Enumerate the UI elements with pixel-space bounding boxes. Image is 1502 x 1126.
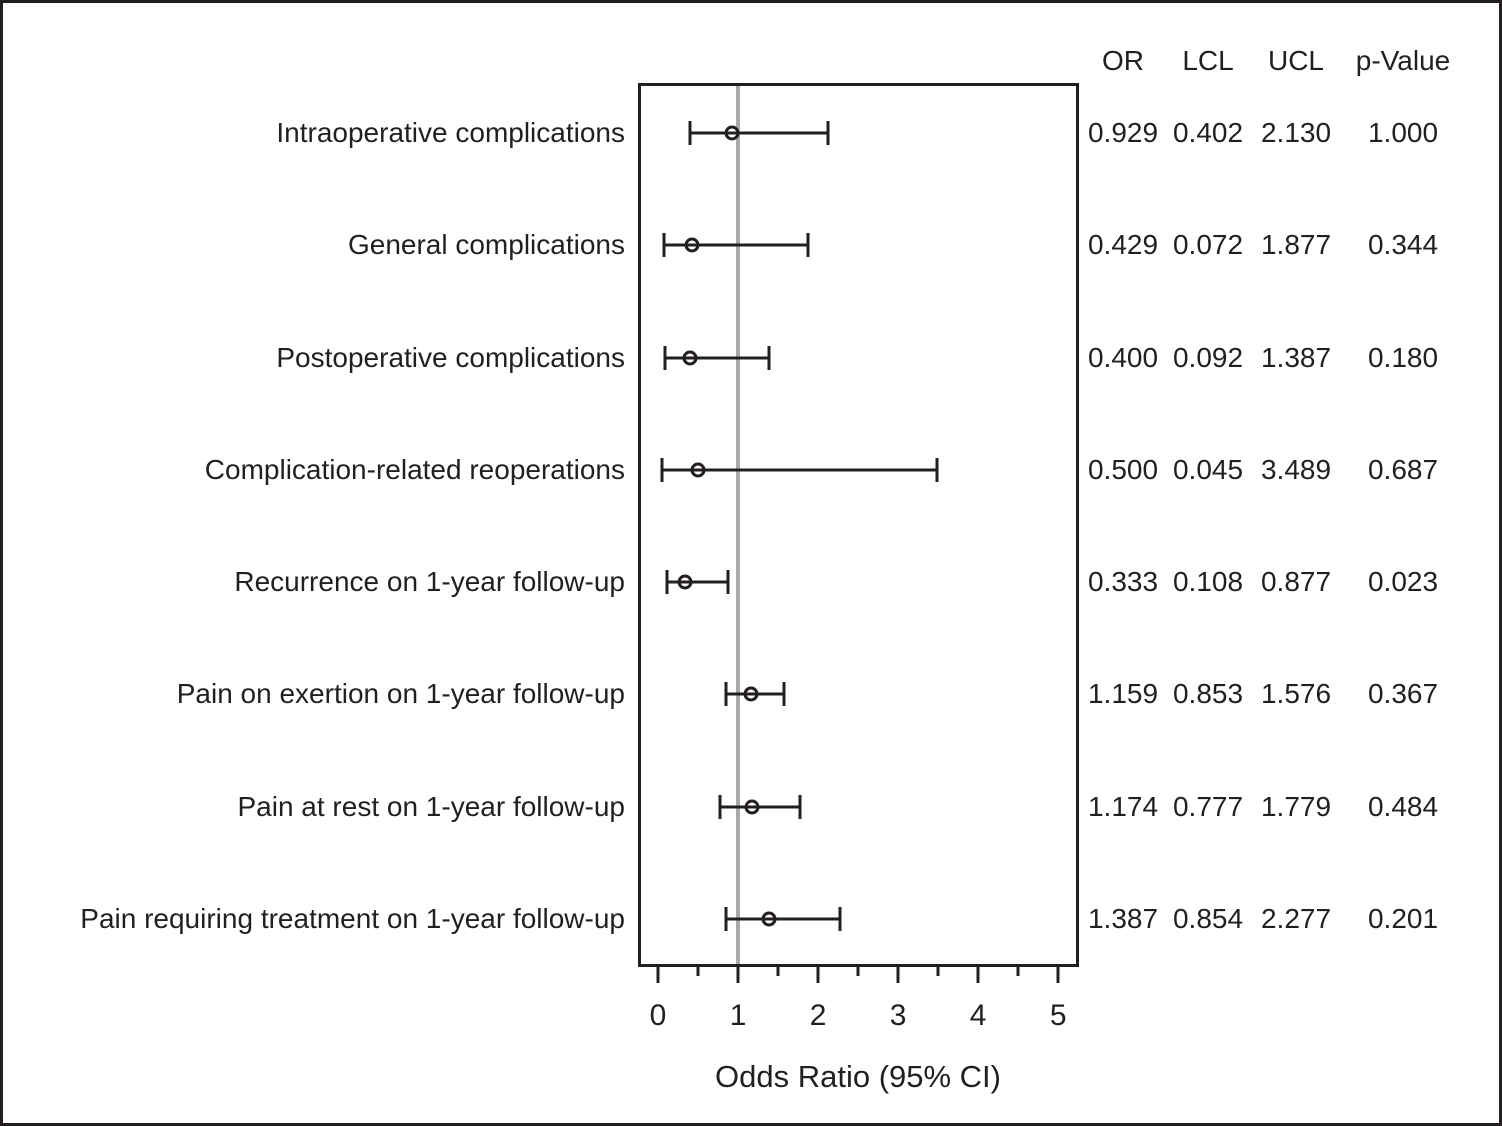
- or-value: 0.500: [1087, 453, 1159, 485]
- or-marker: [682, 350, 698, 366]
- or-value: 1.174: [1087, 790, 1159, 822]
- row-label: Recurrence on 1-year follow-up: [234, 566, 625, 598]
- x-axis-minor-tick: [856, 967, 860, 976]
- or-value: 0.929: [1087, 117, 1159, 148]
- ci-bar: [726, 917, 841, 921]
- row-label: Pain on exertion on 1-year follow-up: [176, 678, 625, 710]
- ci-cap-right: [826, 121, 830, 145]
- ucl-value: 1.387: [1260, 341, 1332, 373]
- x-axis-minor-tick: [696, 967, 700, 976]
- or-value: 1.387: [1087, 903, 1159, 934]
- ci-cap-right: [838, 907, 842, 931]
- ci-bar: [666, 580, 729, 584]
- column-header-p-value: p-Value: [1355, 45, 1451, 76]
- p-value: 0.023: [1367, 566, 1439, 598]
- p-value: 0.367: [1367, 678, 1439, 710]
- ucl-value: 0.877: [1260, 566, 1332, 598]
- row-label: Complication-related reoperations: [204, 453, 625, 485]
- ci-cap-left: [660, 457, 664, 482]
- ci-cap-right: [782, 682, 786, 707]
- or-value: 0.333: [1087, 566, 1159, 598]
- ci-cap-left: [662, 233, 666, 258]
- ci-bar: [690, 131, 829, 135]
- x-axis-minor-tick: [936, 967, 940, 976]
- lcl-value: 0.108: [1172, 566, 1244, 598]
- p-value: 0.180: [1367, 341, 1439, 373]
- x-tick-label: 5: [1049, 999, 1067, 1032]
- ucl-value: 2.277: [1260, 903, 1332, 934]
- lcl-value: 0.402: [1172, 117, 1244, 148]
- ci-bar: [663, 243, 809, 247]
- lcl-value: 0.777: [1172, 790, 1244, 822]
- ucl-value: 3.489: [1260, 453, 1332, 485]
- or-marker: [677, 574, 693, 590]
- row-label: Pain at rest on 1-year follow-up: [237, 790, 625, 822]
- ucl-value: 1.877: [1260, 229, 1332, 261]
- ci-cap-right: [798, 794, 802, 819]
- reference-line: [736, 86, 741, 964]
- x-axis-minor-tick: [1016, 967, 1020, 976]
- row-label: Pain requiring treatment on 1-year follo…: [80, 903, 625, 934]
- row-label: Intraoperative complications: [276, 117, 625, 148]
- x-axis-major-tick: [896, 967, 900, 983]
- plot-frame: [638, 83, 1079, 967]
- or-marker: [761, 911, 777, 927]
- column-header-or: OR: [1102, 45, 1144, 76]
- x-tick-label: 3: [889, 999, 907, 1032]
- lcl-value: 0.092: [1172, 341, 1244, 373]
- or-marker: [690, 462, 706, 478]
- ci-bar: [720, 805, 801, 809]
- or-value: 0.429: [1087, 229, 1159, 261]
- ci-cap-right: [726, 570, 730, 595]
- row-label: Postoperative complications: [276, 341, 625, 373]
- x-axis-major-tick: [736, 967, 740, 983]
- lcl-value: 0.045: [1172, 453, 1244, 485]
- x-tick-label: 0: [649, 999, 667, 1032]
- x-axis-major-tick: [1056, 967, 1060, 983]
- ci-cap-left: [663, 345, 667, 370]
- ci-cap-right: [935, 457, 939, 482]
- ci-cap-right: [767, 345, 771, 370]
- p-value: 0.687: [1367, 453, 1439, 485]
- x-tick-label: 4: [969, 999, 987, 1032]
- ucl-value: 1.779: [1260, 790, 1332, 822]
- or-marker: [724, 125, 740, 141]
- p-value: 0.201: [1367, 903, 1439, 934]
- ci-cap-left: [665, 570, 669, 595]
- ci-cap-left: [724, 907, 728, 931]
- ucl-value: 1.576: [1260, 678, 1332, 710]
- p-value: 0.344: [1367, 229, 1439, 261]
- x-axis-minor-tick: [776, 967, 780, 976]
- column-header-lcl: LCL: [1182, 45, 1234, 76]
- ucl-value: 2.130: [1260, 117, 1332, 148]
- ci-cap-left: [718, 794, 722, 819]
- p-value: 1.000: [1367, 117, 1439, 148]
- x-axis-major-tick: [976, 967, 980, 983]
- x-axis-major-tick: [656, 967, 660, 983]
- or-marker: [743, 686, 759, 702]
- x-axis-major-tick: [816, 967, 820, 983]
- p-value: 0.484: [1367, 790, 1439, 822]
- x-tick-label: 2: [809, 999, 827, 1032]
- ci-bar: [665, 356, 769, 360]
- ci-cap-left: [688, 121, 692, 145]
- row-label: General complications: [347, 229, 625, 261]
- lcl-value: 0.853: [1172, 678, 1244, 710]
- ci-bar: [661, 468, 938, 472]
- column-header-ucl: UCL: [1267, 45, 1325, 76]
- or-value: 1.159: [1087, 678, 1159, 710]
- ci-cap-right: [806, 233, 810, 258]
- x-tick-label: 1: [729, 999, 747, 1032]
- lcl-value: 0.854: [1172, 903, 1244, 934]
- lcl-value: 0.072: [1172, 229, 1244, 261]
- x-axis-title: Odds Ratio (95% CI): [715, 1059, 1001, 1094]
- or-value: 0.400: [1087, 341, 1159, 373]
- or-marker: [684, 237, 700, 253]
- ci-cap-left: [724, 682, 728, 707]
- or-marker: [744, 799, 760, 815]
